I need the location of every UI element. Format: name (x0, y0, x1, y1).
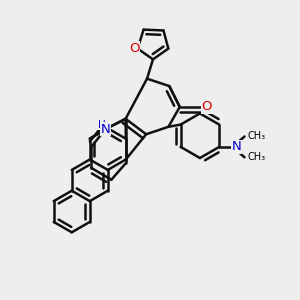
Text: H: H (98, 120, 106, 130)
Text: CH₃: CH₃ (248, 131, 266, 142)
Text: O: O (201, 100, 212, 113)
Text: N: N (100, 123, 110, 136)
Text: CH₃: CH₃ (248, 152, 266, 162)
Text: N: N (231, 140, 241, 153)
Text: O: O (129, 42, 139, 55)
